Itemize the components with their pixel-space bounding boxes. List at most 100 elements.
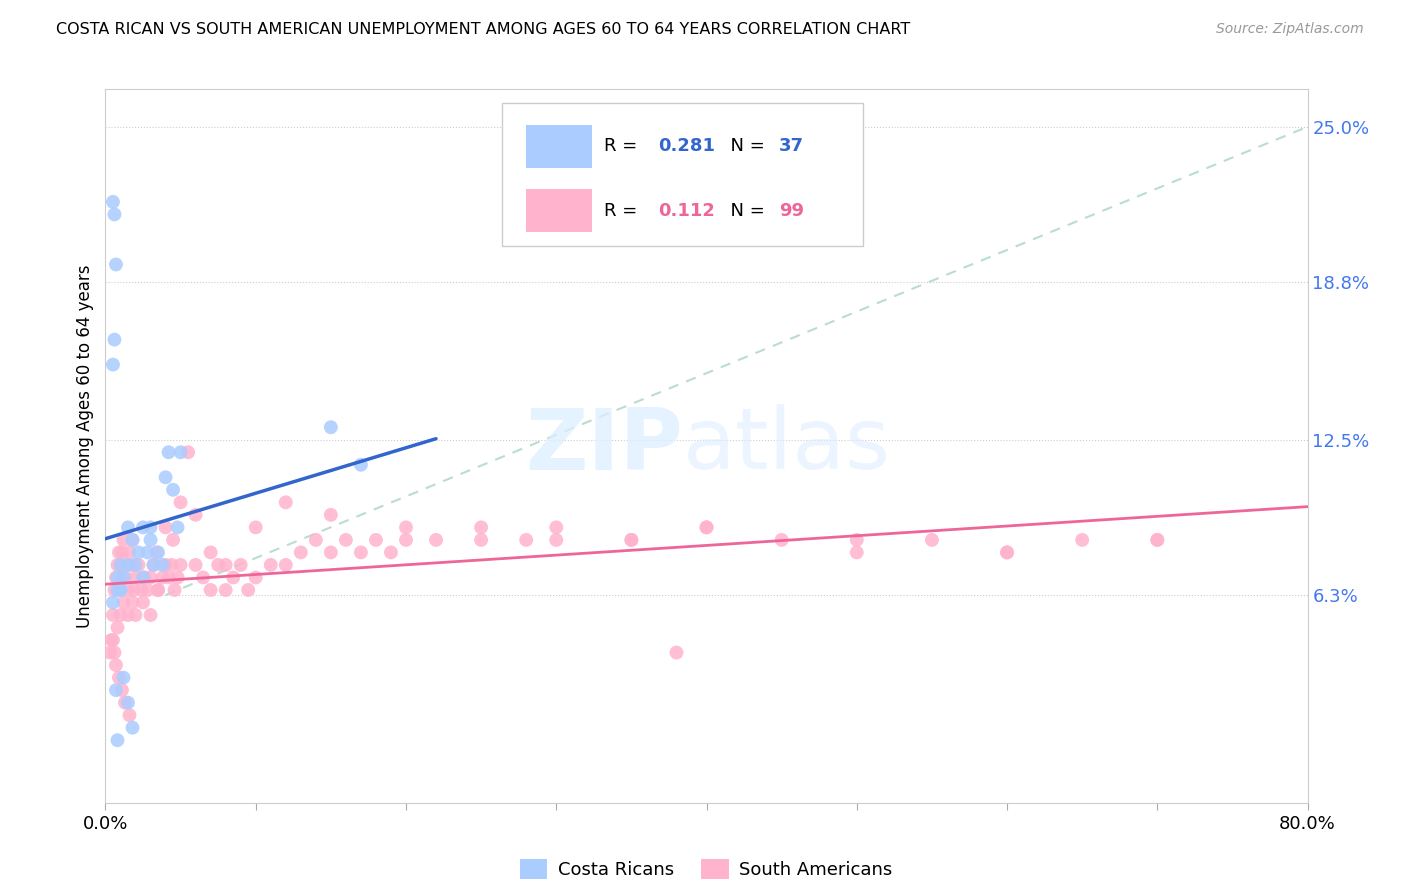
Point bbox=[118, 708, 141, 723]
Point bbox=[335, 533, 357, 547]
Point bbox=[108, 545, 131, 559]
Point bbox=[620, 533, 643, 547]
Point bbox=[136, 582, 159, 597]
Point bbox=[157, 445, 180, 459]
Point bbox=[177, 445, 200, 459]
Point bbox=[117, 696, 139, 710]
Point bbox=[139, 533, 162, 547]
Point bbox=[160, 558, 183, 572]
Point bbox=[157, 570, 180, 584]
Text: ZIP: ZIP bbox=[524, 404, 682, 488]
Point bbox=[132, 595, 155, 609]
Point bbox=[111, 545, 134, 559]
Point bbox=[238, 582, 260, 597]
Point bbox=[845, 533, 868, 547]
Point bbox=[112, 570, 135, 584]
Point bbox=[98, 646, 121, 660]
Point bbox=[319, 508, 342, 522]
Point bbox=[115, 558, 138, 572]
Point bbox=[620, 533, 643, 547]
Text: COSTA RICAN VS SOUTH AMERICAN UNEMPLOYMENT AMONG AGES 60 TO 64 YEARS CORRELATION: COSTA RICAN VS SOUTH AMERICAN UNEMPLOYME… bbox=[56, 22, 911, 37]
Point bbox=[142, 558, 165, 572]
Point bbox=[696, 520, 718, 534]
Point bbox=[305, 533, 328, 547]
Text: 37: 37 bbox=[779, 137, 804, 155]
Point bbox=[162, 483, 184, 497]
Point bbox=[103, 207, 125, 221]
Point bbox=[114, 570, 136, 584]
Point bbox=[470, 533, 492, 547]
Point bbox=[101, 607, 124, 622]
Point bbox=[101, 194, 124, 209]
Point bbox=[128, 545, 150, 559]
Text: 99: 99 bbox=[779, 202, 804, 219]
Point bbox=[121, 533, 143, 547]
Point bbox=[117, 520, 139, 534]
Point bbox=[200, 582, 222, 597]
Point bbox=[128, 558, 150, 572]
Y-axis label: Unemployment Among Ages 60 to 64 years: Unemployment Among Ages 60 to 64 years bbox=[76, 264, 94, 628]
Point bbox=[146, 545, 169, 559]
Point bbox=[169, 495, 191, 509]
Point bbox=[104, 257, 127, 271]
Point bbox=[121, 533, 143, 547]
Point bbox=[665, 646, 688, 660]
Point bbox=[146, 582, 169, 597]
Point bbox=[395, 533, 418, 547]
Point bbox=[184, 508, 207, 522]
Point bbox=[162, 533, 184, 547]
Point bbox=[104, 658, 127, 673]
Point bbox=[290, 545, 312, 559]
Point bbox=[101, 633, 124, 648]
Point bbox=[139, 607, 162, 622]
Point bbox=[470, 520, 492, 534]
Point bbox=[107, 558, 129, 572]
Text: atlas: atlas bbox=[682, 404, 890, 488]
Point bbox=[245, 570, 267, 584]
Point bbox=[380, 545, 402, 559]
Text: N =: N = bbox=[718, 202, 770, 219]
Point bbox=[142, 558, 165, 572]
Point bbox=[122, 582, 145, 597]
Point bbox=[112, 595, 135, 609]
Point bbox=[995, 545, 1018, 559]
Point bbox=[200, 545, 222, 559]
Point bbox=[364, 533, 387, 547]
Point bbox=[131, 582, 153, 597]
Point bbox=[111, 683, 134, 698]
Point bbox=[169, 558, 191, 572]
Point bbox=[114, 696, 136, 710]
Point bbox=[155, 470, 177, 484]
Point bbox=[214, 582, 236, 597]
Point bbox=[118, 545, 141, 559]
Point bbox=[124, 558, 146, 572]
Point bbox=[121, 721, 143, 735]
Point bbox=[245, 520, 267, 534]
Point bbox=[546, 533, 568, 547]
Point bbox=[107, 621, 129, 635]
Point bbox=[1071, 533, 1094, 547]
Point bbox=[107, 570, 129, 584]
Point bbox=[260, 558, 283, 572]
Point bbox=[155, 558, 177, 572]
Bar bbox=[526, 189, 592, 232]
Point bbox=[110, 607, 132, 622]
Point bbox=[121, 595, 143, 609]
Point bbox=[163, 582, 186, 597]
Point bbox=[845, 545, 868, 559]
Point bbox=[152, 570, 174, 584]
Point bbox=[274, 558, 297, 572]
Point bbox=[145, 545, 167, 559]
Point bbox=[112, 671, 135, 685]
Point bbox=[124, 607, 146, 622]
Point bbox=[132, 570, 155, 584]
Point bbox=[274, 495, 297, 509]
Text: 0.112: 0.112 bbox=[658, 202, 716, 219]
Point bbox=[515, 533, 537, 547]
Point bbox=[214, 558, 236, 572]
Point bbox=[100, 633, 122, 648]
Point bbox=[350, 545, 373, 559]
Point bbox=[101, 595, 124, 609]
Point bbox=[112, 533, 135, 547]
Text: 0.281: 0.281 bbox=[658, 137, 716, 155]
